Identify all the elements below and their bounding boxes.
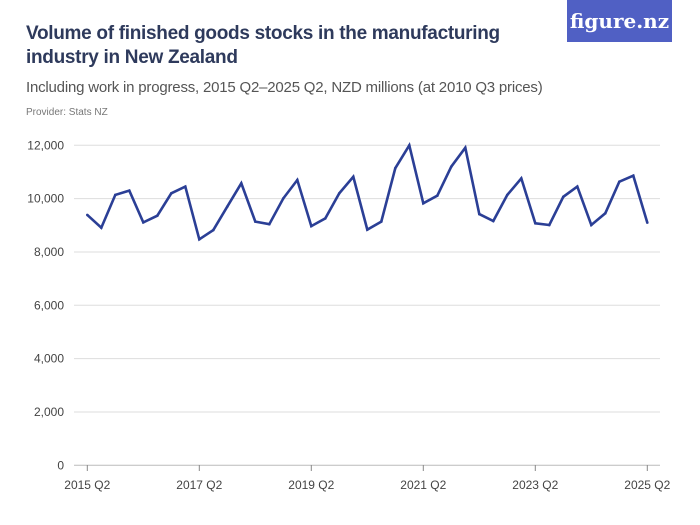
data-point [156,214,159,217]
data-point [590,223,593,227]
x-tick-label: 2015 Q2 [64,478,110,492]
x-tick-label: 2023 Q2 [512,478,558,492]
data-point [212,228,215,232]
data-point [562,195,565,199]
y-tick-label: 4,000 [34,352,64,366]
data-point [646,221,649,224]
y-tick-label: 0 [57,458,64,472]
data-point [184,185,187,188]
data-point [114,193,117,197]
data-point [450,165,453,168]
y-tick-label: 12,000 [27,138,64,152]
y-tick-label: 2,000 [34,405,64,419]
x-tick-label: 2019 Q2 [288,478,334,492]
y-tick-label: 8,000 [34,245,64,259]
data-point [492,219,495,223]
x-tick-label: 2017 Q2 [176,478,222,492]
data-point [128,189,131,192]
data-point [422,202,425,205]
data-point [198,238,201,241]
data-point [100,226,103,229]
provider-label: Provider: Stats NZ [26,107,108,118]
data-point [408,144,411,147]
data-point [478,212,481,216]
y-tick-label: 6,000 [34,298,64,312]
data-point [142,221,145,224]
data-point [338,192,341,195]
data-point [86,213,89,217]
data-point [366,228,369,231]
data-point [310,224,313,228]
data-point [576,185,579,188]
data-point [380,220,383,223]
data-point [394,166,397,170]
data-point [632,174,635,177]
data-point [436,194,439,197]
data-point [548,223,551,227]
data-point [464,146,467,149]
chart-subtitle: Including work in progress, 2015 Q2–2025… [26,79,543,96]
data-point [534,222,537,225]
x-tick-label: 2021 Q2 [400,478,446,492]
data-point [170,192,173,195]
data-point [268,222,271,226]
data-point [604,212,607,215]
y-tick-label: 10,000 [27,192,64,206]
data-point [240,182,243,185]
data-point [296,178,299,182]
data-point [618,180,621,183]
data-point [324,217,327,220]
data-point [352,175,355,179]
data-point [282,197,285,200]
data-point [506,193,509,197]
data-point [226,205,229,208]
figure-nz-logo[interactable]: figure.nz [567,0,672,42]
x-tick-label: 2025 Q2 [624,478,670,492]
data-point [520,177,523,180]
data-point [254,220,257,223]
chart-title: Volume of finished goods stocks in the m… [26,23,500,68]
